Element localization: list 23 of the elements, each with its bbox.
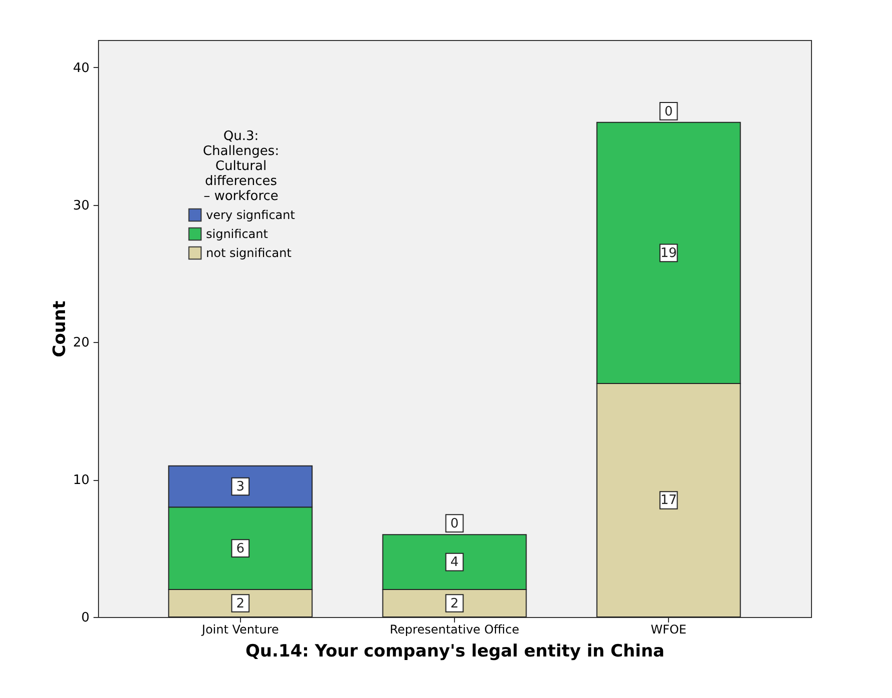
- x-tick-label: Joint Venture: [200, 622, 279, 636]
- legend-label: very signficant: [206, 208, 296, 222]
- y-tick-label: 40: [72, 60, 90, 76]
- data-label: 17: [660, 493, 677, 508]
- data-label: 3: [236, 479, 245, 494]
- data-label: 6: [236, 541, 245, 556]
- data-label: 0: [450, 516, 459, 532]
- data-label: 4: [450, 555, 459, 570]
- legend-title: Qu.3: Challenges: Cultural differences – workforce: [202, 129, 280, 204]
- x-tick-label: Representative Office: [390, 622, 520, 636]
- x-tick-label: WFOE: [650, 622, 687, 636]
- data-label: 19: [660, 246, 677, 261]
- y-axis-title: Count: [50, 300, 70, 358]
- y-tick-label: 20: [72, 336, 90, 351]
- data-label: 0: [664, 104, 673, 120]
- data-label: 2: [450, 596, 459, 612]
- y-tick-label: 30: [72, 198, 90, 214]
- y-tick-label: 10: [72, 473, 90, 488]
- legend-label: significant: [206, 227, 268, 241]
- x-axis-title: Qu.14: Your company's legal entity in China: [245, 642, 665, 662]
- y-tick-label: 0: [81, 610, 90, 626]
- data-label: 2: [236, 596, 245, 612]
- legend-label: not significant: [206, 246, 292, 260]
